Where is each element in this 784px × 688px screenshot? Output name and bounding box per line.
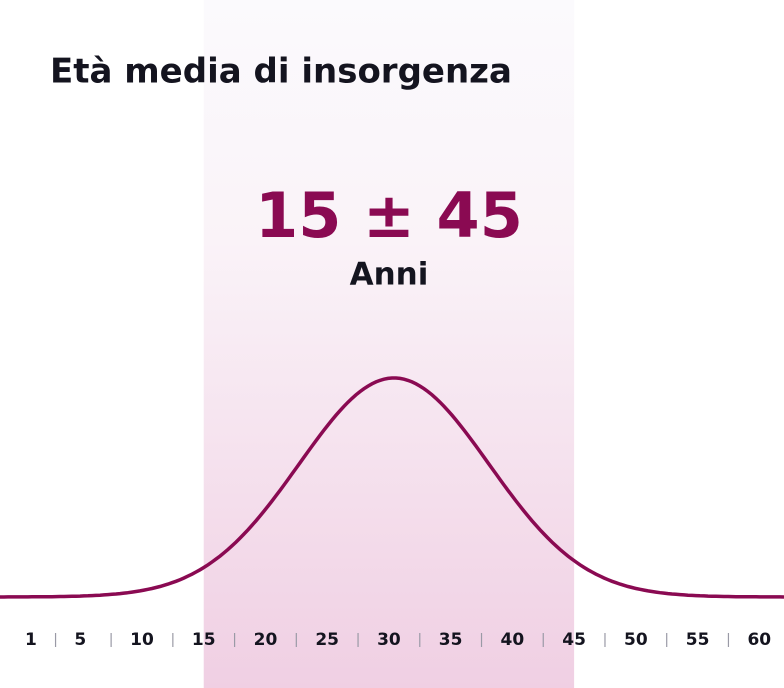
unit-label: Anni: [350, 257, 429, 293]
x-tick-label: 40: [501, 630, 525, 650]
x-tick-label: 55: [686, 630, 710, 650]
x-tick-label: 50: [624, 630, 648, 650]
x-tick-label: 1: [25, 630, 37, 650]
x-tick-label: 25: [315, 630, 339, 650]
range-label: 15 ± 45: [255, 179, 523, 252]
x-tick-label: 15: [192, 630, 216, 650]
x-tick-label: 35: [439, 630, 463, 650]
distribution-curve: [0, 376, 784, 599]
highlight-band: [203, 0, 575, 688]
x-tick-label: 10: [130, 630, 154, 650]
x-tick-label: 45: [562, 630, 586, 650]
x-tick-label: 20: [254, 630, 278, 650]
x-tick-label: 60: [747, 630, 771, 650]
title: Età media di insorgenza: [50, 52, 512, 92]
x-tick-label: 5: [74, 630, 86, 650]
x-tick-label: 30: [377, 630, 401, 650]
